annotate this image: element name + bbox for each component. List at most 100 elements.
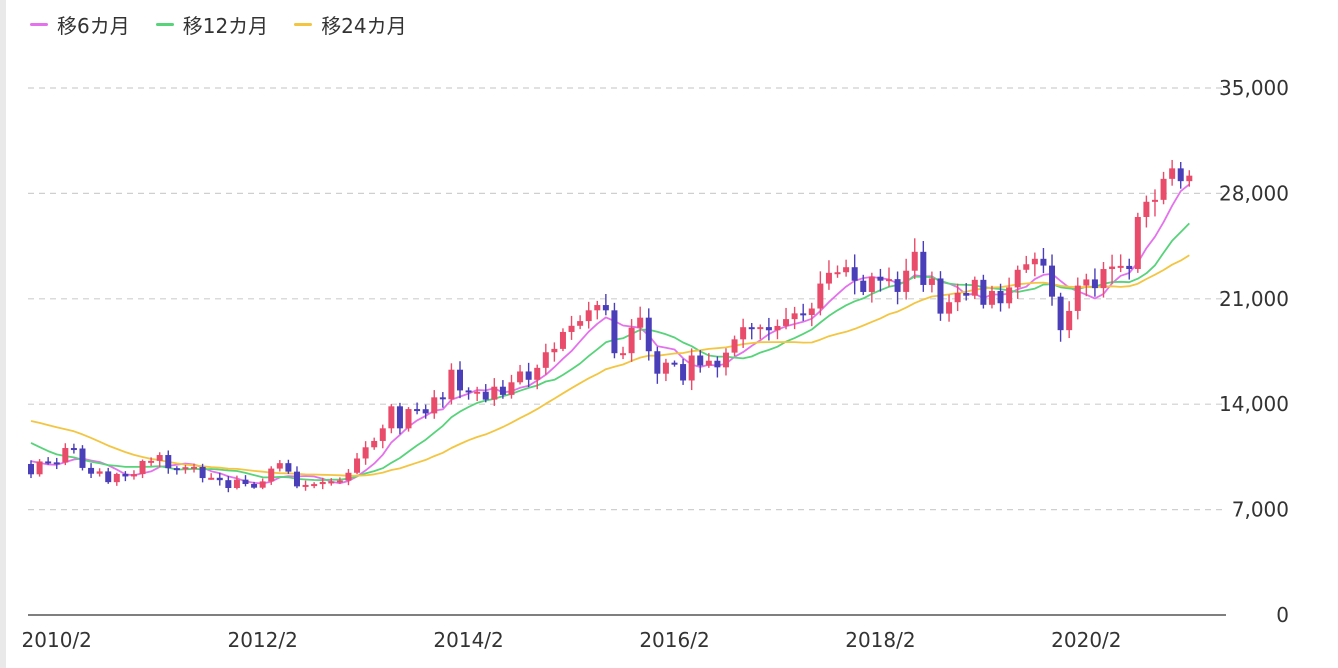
candle-up (1006, 287, 1013, 304)
x-tick-label: 2016/2 (639, 628, 709, 652)
y-tick-label: 28,000 (1219, 181, 1289, 205)
candle-down (422, 409, 429, 414)
candle-down (525, 371, 532, 380)
candle-up (911, 251, 918, 271)
candle-up (62, 448, 69, 463)
candle-up (1117, 265, 1124, 268)
legend-item-ma12[interactable]: 移12カ月 (155, 10, 268, 39)
candle-up (559, 331, 566, 349)
chart-legend: 移6カ月 移12カ月 移24カ月 (30, 10, 407, 38)
candle-down (293, 471, 300, 487)
candle-up (542, 352, 549, 368)
grid-layer (28, 87, 1226, 616)
legend-swatch-ma6 (30, 22, 48, 26)
candle-up (148, 460, 155, 463)
candle-down (28, 463, 34, 475)
candle-up (740, 327, 747, 340)
candle-up (791, 313, 798, 320)
candle-down (697, 355, 704, 366)
candle-up (302, 484, 309, 487)
candle-down (980, 279, 987, 305)
y-tick-label: 0 (1276, 603, 1289, 627)
candle-down (997, 290, 1004, 304)
candle-down (894, 279, 901, 292)
candle-up (988, 290, 995, 305)
candle-down (800, 313, 807, 316)
candle-up (688, 355, 695, 381)
candle-up (1066, 310, 1073, 331)
candle-up (388, 406, 395, 429)
y-tick-label: 21,000 (1219, 287, 1289, 311)
candle-up (825, 272, 832, 284)
legend-swatch-ma24 (294, 22, 313, 26)
candle-down (165, 455, 172, 469)
candle-down (654, 351, 661, 374)
candle-down (199, 466, 206, 479)
candle-up (345, 472, 352, 481)
candle-up (1083, 279, 1090, 286)
candle-up (946, 302, 953, 314)
candle-up (371, 440, 378, 448)
candle-layer (28, 159, 1193, 493)
candle-up (568, 325, 575, 332)
candle-down (1091, 279, 1098, 289)
candle-up (1014, 269, 1021, 288)
panel-edge (0, 0, 6, 668)
candle-down (671, 362, 678, 365)
candle-down (851, 267, 858, 281)
candle-up (1186, 175, 1193, 182)
candle-up (928, 278, 935, 285)
legend-item-ma6[interactable]: 移6カ月 (30, 10, 130, 39)
legend-item-ma24[interactable]: 移24カ月 (294, 10, 407, 39)
candle-up (534, 367, 541, 380)
candle-down (748, 327, 755, 330)
candle-up (328, 481, 335, 484)
candle-up (903, 270, 910, 292)
candle-up (1074, 285, 1081, 311)
candle-up (808, 308, 815, 315)
candle-up (156, 455, 163, 461)
candle-down (499, 386, 506, 395)
candle-up (954, 293, 961, 303)
x-tick-label: 2014/2 (433, 628, 503, 652)
candle-up (1100, 269, 1107, 289)
candle-down (173, 468, 180, 471)
candle-up (311, 484, 318, 487)
candle-up (379, 428, 386, 441)
candle-down (1177, 168, 1184, 182)
candle-up (405, 409, 412, 429)
candle-up (971, 279, 978, 296)
candle-up (705, 360, 712, 366)
y-tick-label: 35,000 (1219, 76, 1289, 100)
candle-down (242, 479, 249, 485)
axis-label-layer: 0 7,000 14,000 21,000 28,000 35,000 2010/2 2012… (22, 76, 1289, 652)
candle-up (1134, 216, 1141, 270)
candle-up (208, 477, 215, 480)
candle-up (1151, 199, 1158, 202)
candle-down (963, 293, 970, 296)
candle-up (774, 325, 781, 331)
candle-down (645, 317, 652, 352)
candle-up (431, 397, 438, 414)
candle-up (139, 460, 146, 475)
candle-down (765, 327, 772, 331)
legend-label-ma6: 移6カ月 (57, 13, 130, 38)
candle-up (731, 339, 738, 353)
candle-up (1023, 264, 1030, 270)
candle-down (1049, 265, 1056, 297)
candle-down (439, 397, 446, 400)
candle-up (834, 272, 841, 275)
legend-swatch-ma12 (155, 22, 174, 26)
candle-up (336, 480, 343, 483)
candle-down (602, 305, 609, 311)
candle-down (105, 471, 112, 483)
candle-up (620, 353, 627, 356)
candle-up (1160, 178, 1167, 200)
candle-up (662, 362, 669, 374)
candle-down (465, 390, 472, 393)
candle-up (276, 463, 283, 469)
candle-down (285, 463, 292, 472)
moving-average-layer (30, 183, 1190, 485)
candle-down (714, 360, 721, 368)
